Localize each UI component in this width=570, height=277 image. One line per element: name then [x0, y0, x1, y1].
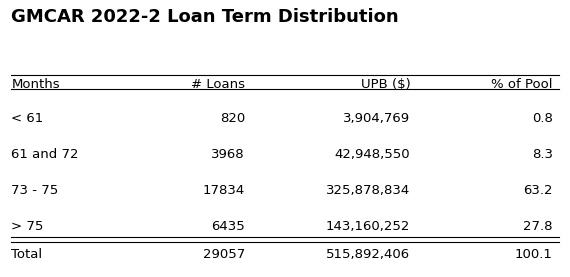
Text: 325,878,834: 325,878,834	[326, 184, 410, 197]
Text: 61 and 72: 61 and 72	[11, 148, 79, 161]
Text: Months: Months	[11, 78, 60, 91]
Text: 17834: 17834	[203, 184, 245, 197]
Text: 6435: 6435	[211, 220, 245, 233]
Text: 143,160,252: 143,160,252	[326, 220, 410, 233]
Text: # Loans: # Loans	[191, 78, 245, 91]
Text: 63.2: 63.2	[523, 184, 553, 197]
Text: > 75: > 75	[11, 220, 44, 233]
Text: 73 - 75: 73 - 75	[11, 184, 59, 197]
Text: 100.1: 100.1	[515, 248, 553, 261]
Text: 820: 820	[220, 112, 245, 125]
Text: Total: Total	[11, 248, 43, 261]
Text: 0.8: 0.8	[532, 112, 553, 125]
Text: 515,892,406: 515,892,406	[326, 248, 410, 261]
Text: % of Pool: % of Pool	[491, 78, 553, 91]
Text: 3968: 3968	[211, 148, 245, 161]
Text: 29057: 29057	[203, 248, 245, 261]
Text: UPB ($): UPB ($)	[361, 78, 410, 91]
Text: 27.8: 27.8	[523, 220, 553, 233]
Text: GMCAR 2022-2 Loan Term Distribution: GMCAR 2022-2 Loan Term Distribution	[11, 8, 399, 26]
Text: 8.3: 8.3	[532, 148, 553, 161]
Text: 3,904,769: 3,904,769	[343, 112, 410, 125]
Text: 42,948,550: 42,948,550	[335, 148, 410, 161]
Text: < 61: < 61	[11, 112, 44, 125]
